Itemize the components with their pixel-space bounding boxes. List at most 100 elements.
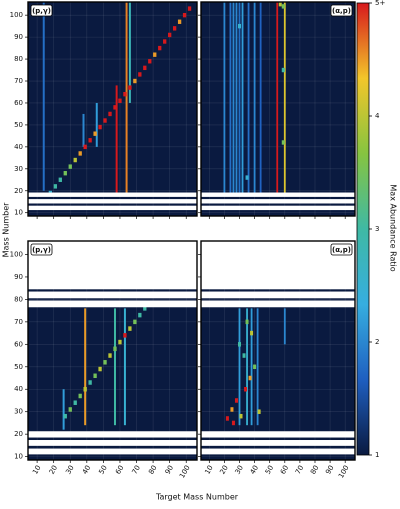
heatmap-cell (138, 312, 142, 318)
heatmap-cell (237, 342, 242, 347)
panel-label-box (330, 243, 353, 256)
heatmap-streak (241, 2, 244, 193)
no-data-band (201, 431, 355, 438)
panel: 10 20 30 40 50 60 70 80 90 100 (p,γ) (10, 1, 198, 219)
heatmap-cell (253, 364, 257, 370)
heatmap-cell (78, 393, 82, 399)
colorbar-tick-label: 2 (375, 338, 379, 346)
x-tick-label: 80 (147, 464, 158, 476)
colorbar-tick-label: 5+ (375, 0, 385, 7)
heatmap-streak (115, 85, 118, 193)
heatmap-streak (259, 2, 262, 193)
panel-label-box (30, 243, 53, 256)
x-axis-label: Target Mass Number (155, 493, 239, 502)
heatmap-cell (98, 366, 102, 372)
x-tick-label: 90 (324, 464, 335, 476)
heatmap-cell (63, 413, 67, 419)
heatmap-streak (253, 2, 256, 193)
heatmap-cell (83, 144, 87, 150)
colorbar-label: Max Abundance Ratio (389, 184, 398, 271)
panel-label: (α,p) (332, 7, 351, 15)
y-tick-label: 80 (14, 295, 23, 303)
no-data-band (201, 241, 355, 290)
heatmap-streak (62, 389, 65, 430)
heatmap-cell (93, 131, 97, 136)
y-tick-label: 30 (14, 408, 23, 416)
heatmap-cell (53, 184, 57, 189)
y-tick-label: 40 (14, 143, 23, 151)
heatmap-cell (153, 52, 157, 57)
x-tick-label: 40 (249, 464, 260, 476)
heatmap-cell (98, 124, 102, 130)
heatmap-streak (113, 308, 116, 426)
heatmap-cell (63, 171, 67, 176)
heatmap-cell (93, 373, 97, 379)
heatmap-streak (256, 308, 259, 426)
x-tick-label: 20 (48, 464, 59, 476)
heatmap-cell (187, 6, 192, 11)
heatmap-cell (73, 157, 77, 163)
heatmap-cell (231, 420, 235, 426)
heatmap-cell (68, 164, 72, 169)
heatmap-cell (83, 387, 87, 392)
x-tick-label: 30 (234, 464, 245, 476)
heatmap-cell (108, 111, 112, 117)
heatmap-cell (148, 59, 152, 64)
x-tick-label: 30 (64, 464, 75, 476)
heatmap-cell (143, 306, 147, 311)
heatmap-cell (278, 2, 282, 7)
no-data-band (201, 205, 355, 211)
heatmap-streak (276, 2, 279, 193)
heatmap-cell (118, 98, 122, 103)
heatmap-cell (123, 333, 127, 338)
panel-label: (α,p) (332, 246, 351, 254)
heatmap-cell (237, 23, 242, 29)
no-data-band (201, 291, 355, 299)
no-data-band (28, 291, 197, 299)
heatmap-cell (88, 138, 92, 143)
heatmap-cell (245, 319, 249, 325)
y-tick-label: 30 (14, 165, 23, 173)
y-tick-label: 60 (14, 340, 23, 348)
no-data-band (28, 241, 197, 290)
y-tick-label: 50 (14, 121, 23, 129)
heatmap-streak (229, 2, 232, 193)
no-data-band (28, 192, 197, 197)
heatmap-cell (133, 78, 137, 84)
x-tick-label: 100 (337, 464, 351, 480)
heatmap-streak (232, 2, 235, 193)
heatmap-streak (247, 2, 250, 193)
heatmap-cell (123, 91, 127, 97)
heatmap-cell (88, 380, 92, 385)
heatmap-streak (128, 2, 131, 103)
y-tick-label: 70 (14, 318, 23, 326)
panel-background (28, 2, 197, 216)
no-data-band (201, 192, 355, 197)
y-tick-label: 100 (10, 250, 23, 258)
no-data-band (28, 205, 197, 211)
heatmap-cell (248, 375, 252, 381)
colorbar (356, 2, 370, 456)
x-tick-label: 40 (81, 464, 92, 476)
x-tick-label: 70 (131, 464, 142, 476)
heatmap-cell (250, 330, 254, 336)
heatmap-cell (281, 4, 285, 9)
y-tick-label: 80 (14, 55, 23, 63)
heatmap-cell (103, 360, 107, 365)
y-tick-label: 40 (14, 385, 23, 393)
heatmap-cell (113, 105, 117, 110)
colorbar-tick-label: 3 (375, 225, 379, 233)
heatmap-cell (143, 65, 147, 71)
no-data-band (28, 431, 197, 438)
heatmap-streak (283, 308, 286, 345)
heatmap-streak (82, 113, 85, 147)
heatmap-cell (244, 387, 248, 392)
panel-label-box (330, 4, 353, 17)
x-tick-label: 10 (31, 464, 42, 476)
heatmap-streak (95, 102, 98, 147)
x-tick-label: 20 (218, 464, 229, 476)
heatmap-cell (113, 346, 117, 352)
heatmap-cell (225, 416, 229, 421)
